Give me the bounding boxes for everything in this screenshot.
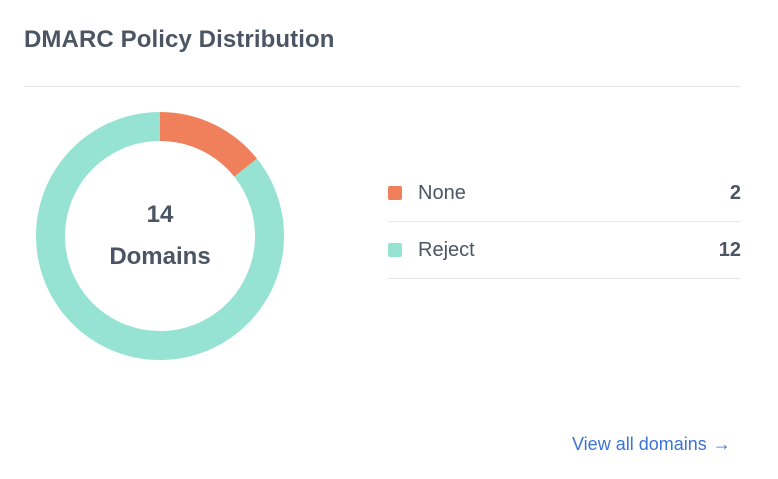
card-title: DMARC Policy Distribution bbox=[24, 26, 335, 53]
legend-item-reject: Reject 12 bbox=[388, 222, 741, 279]
legend-label-none: None bbox=[418, 181, 466, 204]
legend-item-none: None 2 bbox=[388, 165, 741, 222]
donut-slice-none bbox=[159, 112, 257, 178]
donut-total: 14 bbox=[146, 201, 174, 228]
legend-value-none: 2 bbox=[729, 181, 741, 204]
legend-value-reject: 12 bbox=[718, 238, 741, 261]
legend-swatch-none bbox=[388, 186, 402, 200]
legend-label-reject: Reject bbox=[418, 238, 475, 261]
arrow-right-icon: → bbox=[712, 434, 731, 454]
donut-chart-svg bbox=[36, 112, 284, 360]
view-all-domains-label: View all domains bbox=[572, 434, 707, 454]
donut-unit-label: Domains bbox=[109, 243, 211, 270]
donut-slice-reject bbox=[36, 112, 284, 360]
chart-legend: None 2 Reject 12 bbox=[388, 165, 741, 279]
legend-swatch-reject bbox=[388, 243, 402, 257]
title-divider bbox=[24, 86, 741, 87]
donut-center: 14 Domains bbox=[36, 112, 284, 360]
donut-chart: 14 Domains bbox=[36, 112, 284, 360]
view-all-domains-link[interactable]: View all domains → bbox=[572, 434, 731, 455]
